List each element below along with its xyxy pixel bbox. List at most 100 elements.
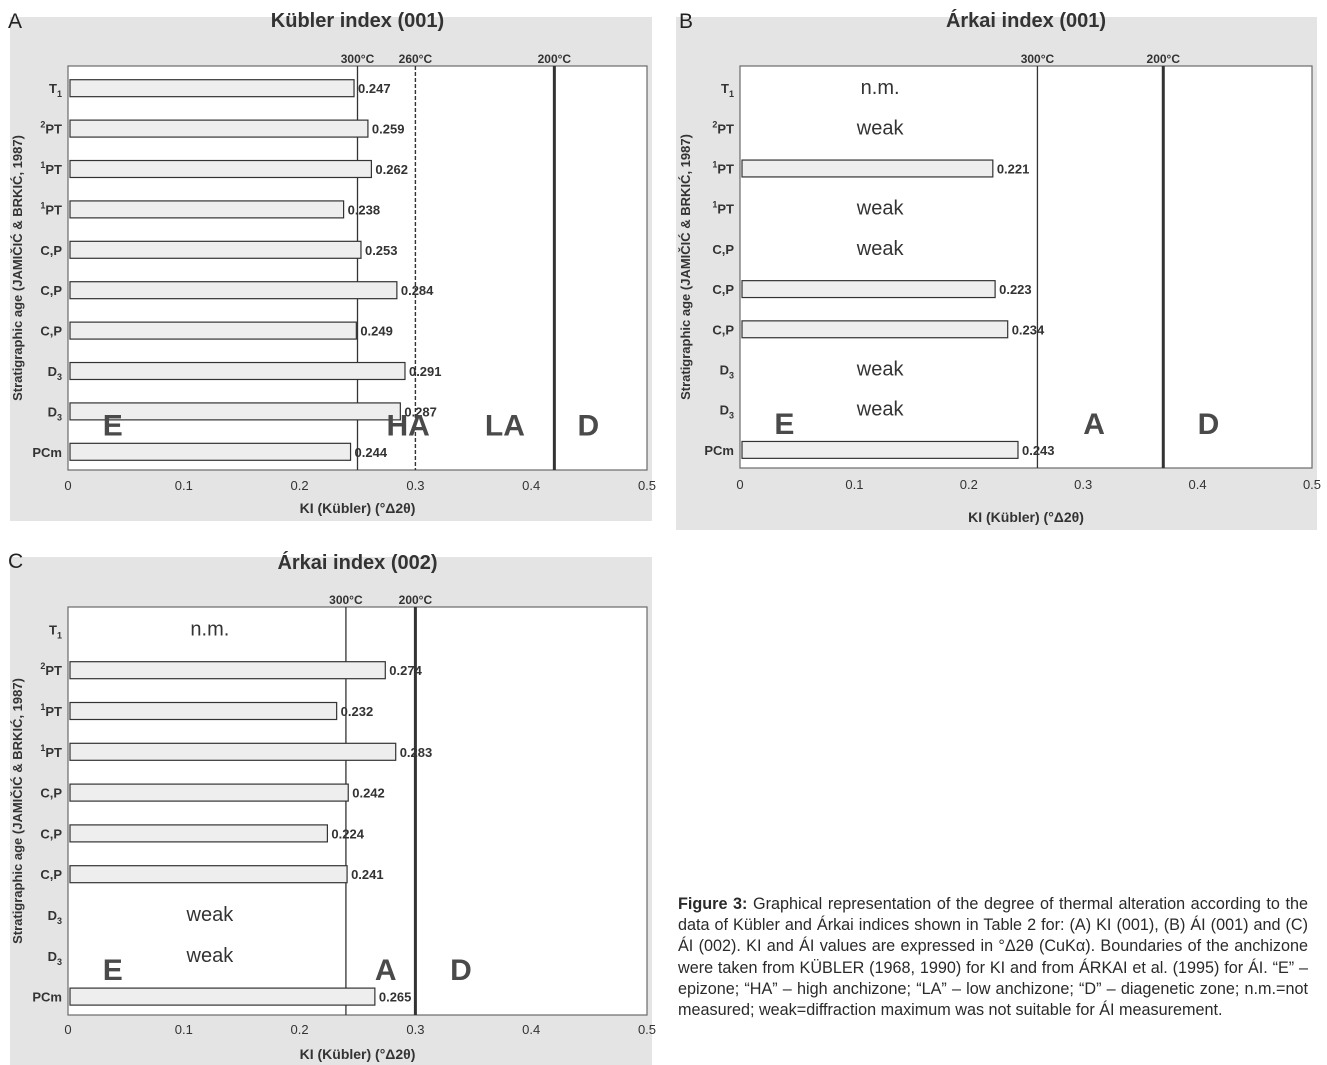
row-note: weak <box>856 399 905 421</box>
category-base: PT <box>717 121 734 136</box>
category-base: D <box>48 404 57 419</box>
category-base: C,P <box>40 786 62 801</box>
category-superscript: 1 <box>40 702 45 712</box>
x-axis-label: KI (Kübler) (°Δ2θ) <box>300 500 416 516</box>
category-base: C,P <box>712 242 734 257</box>
category-label: C,P <box>40 826 62 841</box>
bar-value-label: 0.243 <box>1022 443 1055 458</box>
bar <box>69 742 397 761</box>
chart-panel-b: B Árkai index (001)300°C 200°CT1 n.m.2PT wea… <box>676 9 1321 530</box>
bar <box>69 442 352 461</box>
category-label: 1PT <box>40 743 62 760</box>
chart-title: Kübler index (001) <box>271 10 444 32</box>
figure-caption: Figure 3: Graphical representation of th… <box>678 894 1308 1021</box>
x-tick-label: 0.1 <box>845 477 863 492</box>
category-label: T1 <box>49 622 62 640</box>
bar-value-label: 0.291 <box>409 364 442 379</box>
bar <box>69 200 345 219</box>
x-axis-label: KI (Kübler) (°Δ2θ) <box>300 1046 416 1062</box>
category-superscript: 2 <box>40 120 45 130</box>
category-subscript: 1 <box>729 89 734 99</box>
category-label: D3 <box>48 404 62 422</box>
category-superscript: 1 <box>712 160 717 170</box>
category-label: C,P <box>40 243 62 258</box>
chart-panel-c: C Árkai index (002)300°C 200°CT1 n.m.2PT 0.2… <box>8 550 656 1065</box>
y-axis-label: Stratigraphic age (JAMIČIĆ & BRKIĆ, 1987… <box>678 134 693 400</box>
row-note: n.m. <box>190 618 229 640</box>
category-base: PT <box>717 162 734 177</box>
category-label: 1PT <box>712 160 734 177</box>
bar <box>69 402 401 421</box>
category-label: 1PT <box>40 200 62 217</box>
category-label: 2PT <box>40 661 62 678</box>
bar <box>69 661 386 680</box>
bar <box>69 321 357 340</box>
bar <box>69 701 338 721</box>
x-tick-label: 0.1 <box>175 478 193 493</box>
x-tick-label: 0.4 <box>522 1022 540 1037</box>
boundary-temperature-label: 300°C <box>341 52 375 66</box>
x-tick-label: 0 <box>64 478 71 493</box>
bar <box>69 783 349 802</box>
bar <box>69 361 406 381</box>
category-base: D <box>48 364 57 379</box>
category-base: D <box>720 403 729 418</box>
bar-value-label: 0.221 <box>997 162 1030 177</box>
category-label: 1PT <box>712 200 734 217</box>
bar <box>69 119 369 138</box>
bar-value-label: 0.283 <box>400 745 433 760</box>
category-label: C,P <box>40 324 62 339</box>
row-note: weak <box>856 238 905 260</box>
row-note: weak <box>856 359 905 381</box>
zone-label: A <box>1083 408 1105 441</box>
category-base: PT <box>45 663 62 678</box>
x-tick-label: 0.3 <box>406 1022 424 1037</box>
category-label: PCm <box>704 443 734 458</box>
x-tick-label: 0.5 <box>1303 477 1321 492</box>
bar <box>741 440 1019 459</box>
bar-value-label: 0.274 <box>389 663 422 678</box>
category-label: C,P <box>712 282 734 297</box>
category-label: PCm <box>32 445 62 460</box>
plot-area <box>739 65 1313 469</box>
bar-value-label: 0.253 <box>365 243 398 258</box>
x-tick-label: 0.2 <box>291 1022 309 1037</box>
category-label: 1PT <box>40 702 62 719</box>
bar-value-label: 0.262 <box>375 162 408 177</box>
bar <box>741 320 1009 339</box>
bar-value-label: 0.232 <box>341 704 374 719</box>
category-base: PT <box>45 162 62 177</box>
boundary-temperature-label: 200°C <box>1147 52 1181 66</box>
category-label: T1 <box>721 81 734 99</box>
row-note: n.m. <box>861 77 900 99</box>
bar <box>741 159 994 178</box>
category-base: PT <box>717 202 734 217</box>
zone-label: D <box>450 954 472 987</box>
x-tick-label: 0 <box>736 477 743 492</box>
x-tick-label: 0.3 <box>406 478 424 493</box>
category-label: D3 <box>720 363 734 381</box>
bar-value-label: 0.259 <box>372 122 405 137</box>
bar <box>69 987 376 1006</box>
category-label: C,P <box>712 242 734 257</box>
row-note: weak <box>856 198 905 220</box>
x-tick-label: 0.3 <box>1074 477 1092 492</box>
category-base: T <box>49 81 57 96</box>
category-base: D <box>48 908 57 923</box>
x-tick-label: 0.4 <box>522 478 540 493</box>
zone-label: D <box>1198 408 1220 441</box>
category-label: 2PT <box>40 120 62 137</box>
chart-title: Árkai index (002) <box>277 551 437 574</box>
category-subscript: 3 <box>57 916 62 926</box>
category-label: C,P <box>40 867 62 882</box>
category-label: D3 <box>48 364 62 382</box>
category-base: C,P <box>712 282 734 297</box>
zone-label: E <box>103 954 123 987</box>
category-subscript: 3 <box>57 957 62 967</box>
bar-value-label: 0.249 <box>360 324 393 339</box>
category-base: T <box>49 622 57 637</box>
y-axis-label: Stratigraphic age (JAMIČIĆ & BRKIĆ, 1987… <box>10 135 25 401</box>
bar-value-label: 0.287 <box>404 404 437 419</box>
bar-value-label: 0.224 <box>331 826 364 841</box>
